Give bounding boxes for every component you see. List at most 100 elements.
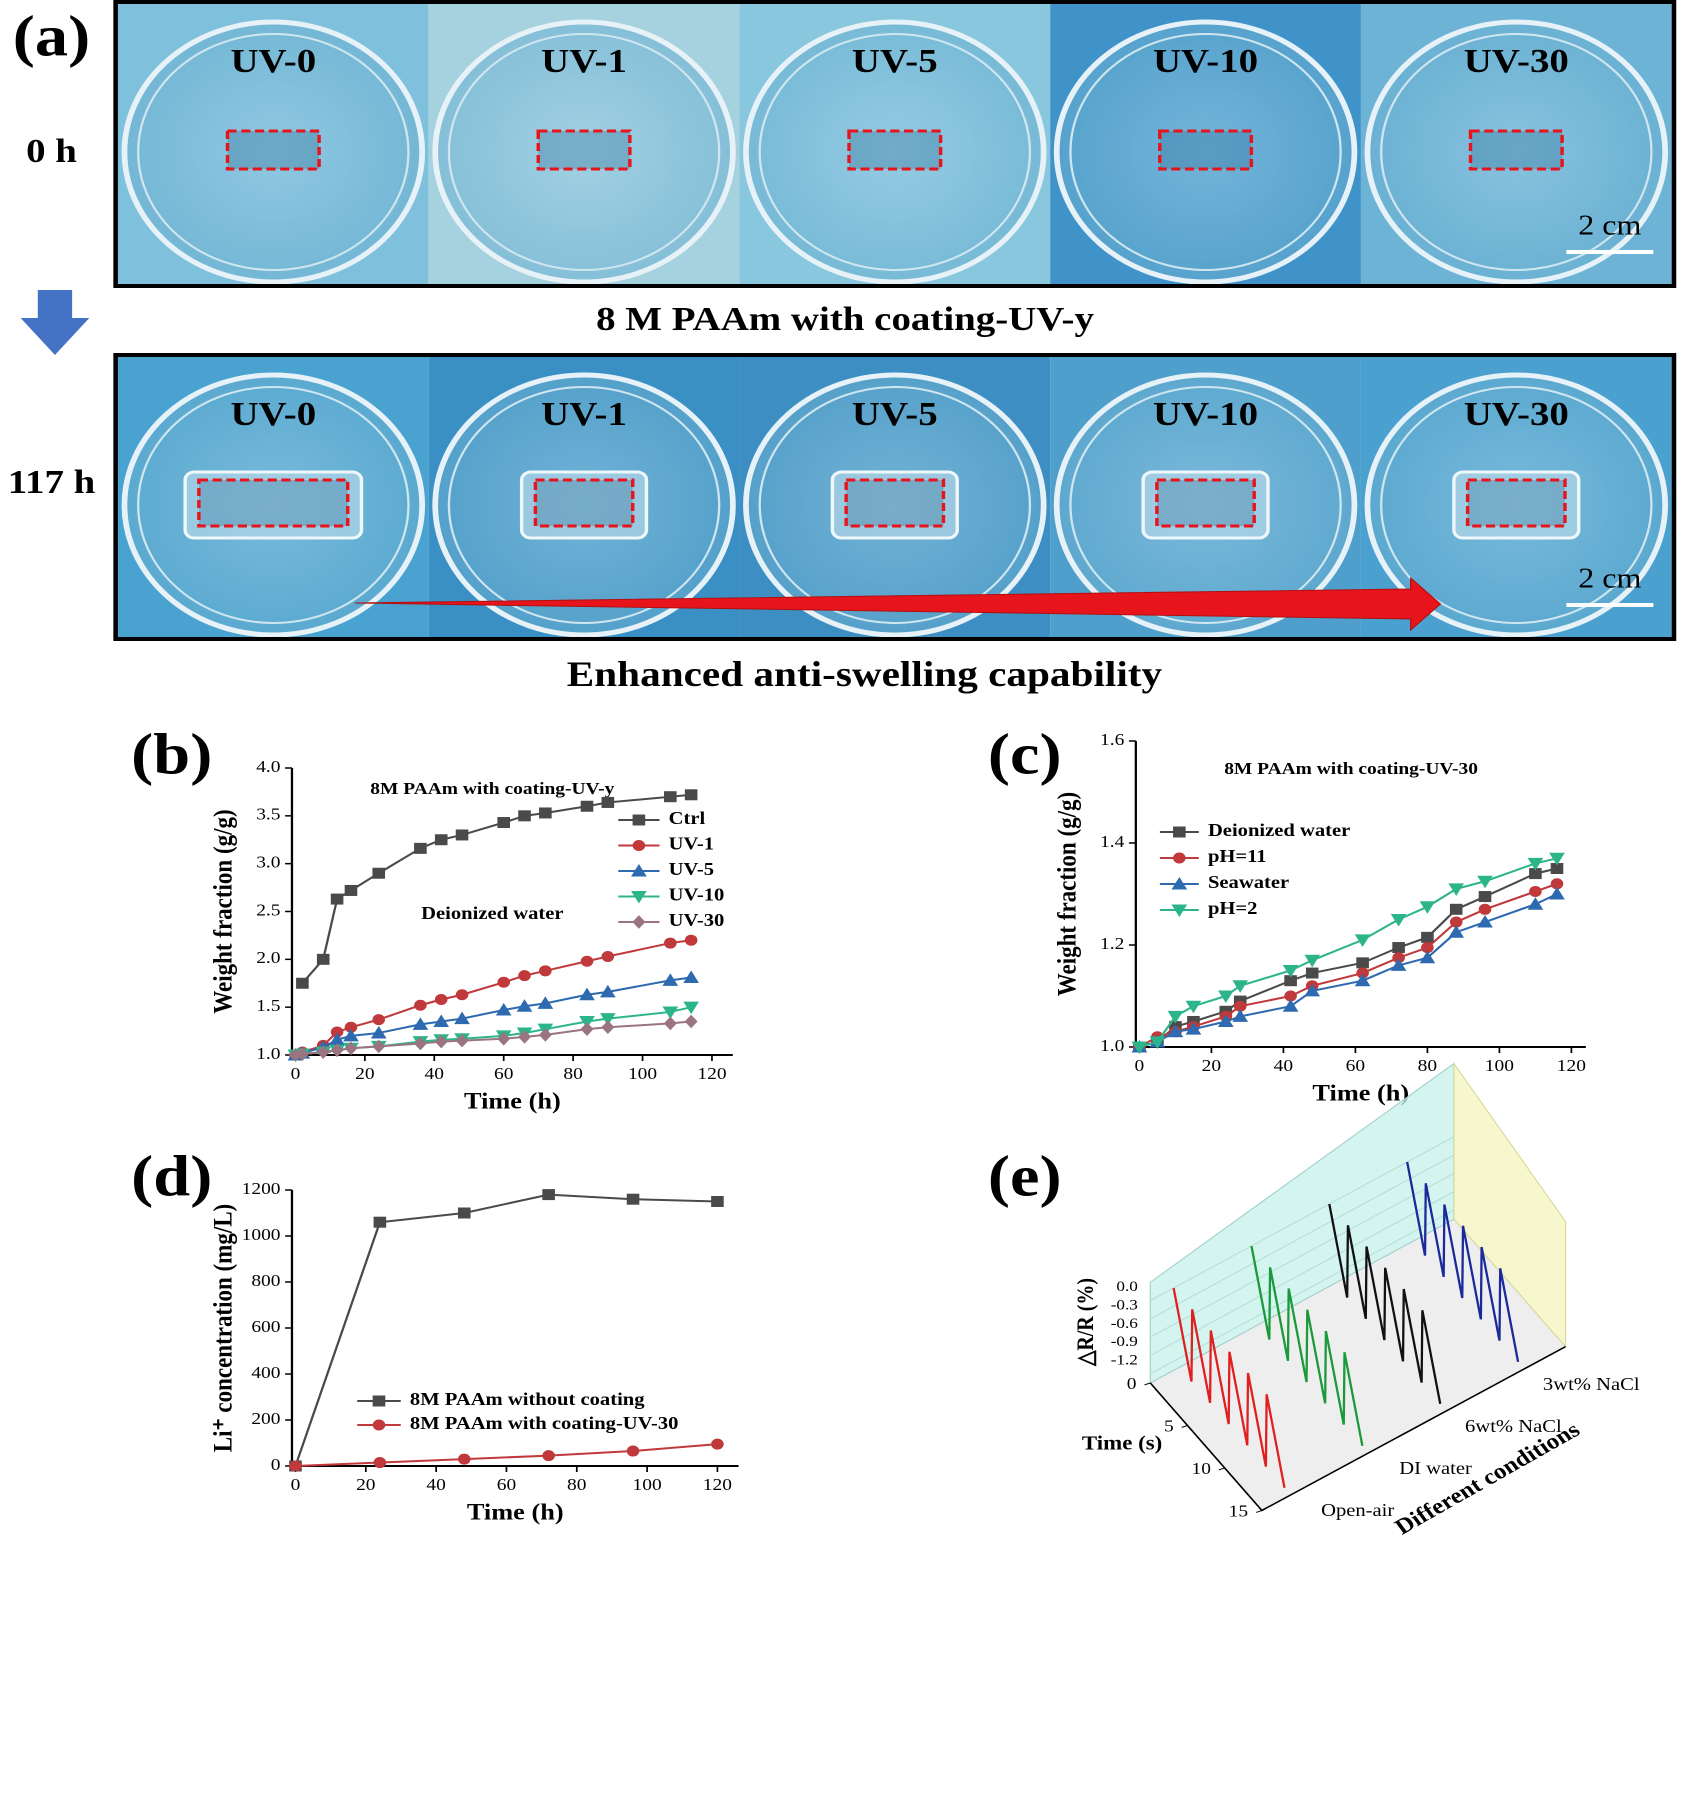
y-axis-title: Weight fraction (g/g) — [1053, 792, 1082, 996]
series-line — [295, 976, 692, 1056]
marker — [580, 800, 594, 812]
legend-label: UV-1 — [669, 835, 714, 855]
marker — [1529, 885, 1542, 897]
z-tick-label: -0.9 — [1111, 1334, 1138, 1350]
marker — [344, 1041, 358, 1056]
z-tick-label: -0.3 — [1111, 1297, 1138, 1313]
y-tick-label: 3.0 — [256, 853, 280, 872]
y-tick-label: 1.0 — [256, 1044, 280, 1063]
series-line — [1250, 1245, 1364, 1447]
marker — [1304, 983, 1321, 997]
marker — [542, 1450, 555, 1462]
marker — [1419, 901, 1436, 914]
x-tick-label: 100 — [628, 1064, 657, 1083]
marker — [1392, 942, 1405, 954]
marker — [1477, 875, 1493, 889]
y-tick-label: 1.5 — [256, 996, 280, 1015]
marker — [412, 1017, 429, 1030]
y-tick-label: 4.0 — [256, 757, 280, 776]
dish-rim — [1380, 386, 1653, 624]
marker — [1421, 931, 1434, 943]
marker — [434, 994, 448, 1006]
region-box — [844, 478, 946, 528]
chart-title: 8M PAAm with coating-UV-30 — [1224, 759, 1478, 778]
hydrogel — [183, 470, 364, 540]
sample-label: UV-1 — [541, 41, 627, 79]
series-line — [294, 939, 692, 1056]
marker — [1131, 1041, 1148, 1055]
x-tick — [1144, 1382, 1151, 1386]
marker — [601, 796, 615, 808]
marker — [330, 1043, 344, 1057]
marker — [1354, 973, 1371, 987]
marker — [580, 1022, 594, 1036]
hydrogel-core — [1156, 480, 1255, 526]
category-label: 3wt% NaCl — [1543, 1375, 1640, 1395]
marker — [1390, 914, 1407, 927]
marker — [414, 842, 427, 854]
hydrogel-core — [535, 480, 633, 526]
marker — [316, 953, 330, 965]
x-tick-label: 0 — [1127, 1374, 1137, 1393]
marker — [1354, 934, 1371, 947]
series-line — [1172, 1287, 1286, 1489]
x-tick-label: 120 — [703, 1475, 732, 1494]
legend-marker — [1173, 826, 1186, 838]
marker — [455, 1033, 469, 1048]
marker — [373, 1216, 387, 1228]
marker — [626, 1445, 640, 1457]
series-line — [295, 1443, 718, 1467]
x-tick-label: 40 — [426, 1475, 445, 1494]
panel-label: (b) — [131, 722, 212, 786]
x-axis-title: Time (s) — [1082, 1432, 1162, 1454]
marker — [684, 789, 698, 801]
hydrogel-core — [1159, 131, 1252, 169]
x-tick-label: 15 — [1229, 1501, 1248, 1520]
marker — [372, 1014, 386, 1026]
dish-rim — [758, 33, 1032, 271]
grid-line — [1149, 1172, 1455, 1338]
legend-marker — [632, 915, 646, 929]
hydrogel-core — [227, 131, 320, 169]
x-tick — [1255, 1509, 1263, 1513]
marker — [1477, 915, 1493, 928]
marker — [1232, 1009, 1249, 1022]
marker — [370, 1025, 387, 1039]
x-tick — [1218, 1467, 1225, 1471]
x-tick-label: 120 — [697, 1064, 726, 1083]
legend-label: 8M PAAm with coating-UV-30 — [410, 1414, 679, 1434]
legend-marker — [631, 863, 647, 877]
marker — [497, 976, 511, 988]
legend-marker — [632, 814, 646, 826]
x-tick-label: 5 — [1164, 1416, 1174, 1435]
marker — [518, 810, 531, 822]
marker — [537, 996, 554, 1009]
grid-line — [1149, 1191, 1455, 1356]
marker — [580, 955, 594, 967]
marker — [414, 999, 427, 1011]
x-tick-label: 60 — [1346, 1056, 1365, 1075]
dish — [1053, 19, 1358, 285]
marker — [1356, 957, 1369, 969]
dish-rim — [137, 33, 410, 271]
series-line — [1406, 1161, 1520, 1363]
x-axis-title: Time (h) — [464, 1089, 561, 1114]
marker — [600, 1013, 616, 1026]
marker — [1390, 958, 1407, 971]
panel-label: (e) — [988, 1144, 1062, 1208]
dish-rim — [1069, 386, 1342, 624]
dish-rim — [137, 386, 410, 624]
marker — [1419, 950, 1436, 964]
region-box — [1155, 478, 1256, 528]
series-line — [1139, 867, 1558, 1048]
marker — [626, 1193, 640, 1205]
dish-rim — [447, 33, 721, 271]
hydrogel-core — [198, 480, 348, 526]
marker — [1167, 1010, 1184, 1024]
y-tick-label: 600 — [251, 1317, 280, 1336]
legend-label: Deionized water — [1208, 821, 1351, 841]
scale-label: 2 cm — [1578, 209, 1641, 241]
marker — [539, 807, 552, 819]
marker — [372, 1039, 386, 1054]
